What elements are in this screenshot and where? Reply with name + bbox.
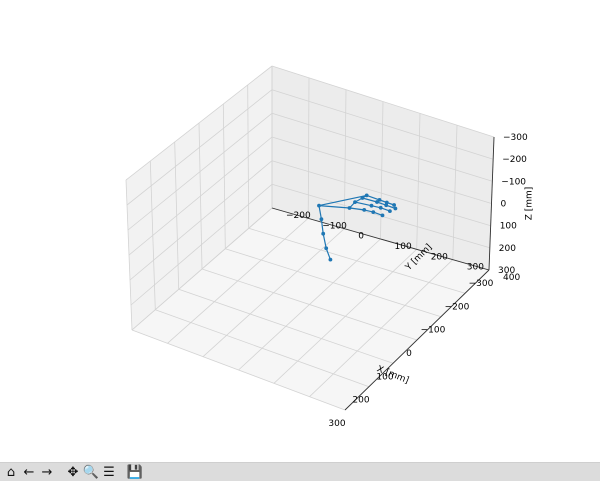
grid-line (271, 112, 493, 182)
home-icon[interactable]: ⌂ (6, 464, 16, 480)
joint-point (362, 208, 367, 212)
z-tick-label: 0 (501, 200, 507, 210)
bone-segment (318, 205, 350, 209)
y-tick-label: −100 (322, 221, 347, 231)
grid-line (271, 160, 491, 227)
bone-segment (318, 194, 367, 207)
y-tick-label: 100 (395, 242, 412, 252)
bone-segment (320, 219, 324, 234)
tick-labels: 300 200 100 0 −100 −200 −300 −200 −100 0 100 200 300… (286, 133, 528, 429)
x-axis-line (344, 269, 490, 411)
x-tick-label: 100 (376, 372, 393, 382)
grid-line (126, 89, 273, 206)
grid-line (271, 65, 495, 138)
x-axis-label: X [mm] (375, 364, 410, 386)
toolbar-separator (118, 464, 126, 481)
zoom-icon[interactable]: 🔍 (82, 464, 100, 480)
joint-point (321, 231, 326, 236)
back-icon[interactable]: ← (23, 464, 35, 480)
grid-line (273, 249, 417, 384)
joint-point (328, 257, 333, 262)
floor-pane (132, 208, 489, 410)
grid-line (271, 136, 492, 204)
joint-point (380, 213, 385, 218)
x-tick-label: −200 (445, 302, 470, 312)
x-tick-label: 0 (406, 349, 412, 359)
configure-subplots-icon[interactable]: ☰ (103, 464, 115, 480)
bone-segment (349, 207, 365, 211)
grid-line (125, 65, 273, 181)
save-icon[interactable]: 💾 (126, 464, 144, 480)
chart-3d-axes: 300 200 100 0 −100 −200 −300 −200 −100 0 100 200 300… (125, 65, 535, 429)
joint-point (360, 196, 365, 200)
grid-line (167, 218, 309, 344)
grid-line (128, 136, 273, 256)
bone-segment (322, 233, 327, 249)
y-axis-line (271, 207, 490, 271)
x-tick-label: −300 (469, 279, 494, 289)
forward-icon[interactable]: → (41, 464, 53, 480)
z-axis-line (488, 136, 495, 271)
joint-point (319, 217, 324, 222)
grid-line (127, 112, 273, 231)
side-pane (272, 66, 494, 270)
joint-point (388, 209, 392, 214)
y-tick-label: −200 (286, 211, 311, 221)
axis-lines (271, 136, 495, 411)
z-tick-label: −100 (501, 177, 526, 187)
y-tick-label: 200 (431, 252, 448, 262)
joint-point (369, 203, 374, 208)
bone-segment (318, 205, 322, 220)
bone-segment (362, 197, 378, 203)
grid-line (309, 259, 454, 397)
joint-point (317, 203, 321, 208)
grid-lines (125, 65, 495, 411)
y-tick-label: 0 (358, 232, 364, 242)
z-axis-label: Z [mm] (525, 187, 535, 221)
x-tick-label: 200 (352, 396, 369, 406)
joint-point (392, 203, 396, 207)
joint-point (324, 246, 329, 251)
hand-skeleton-series (317, 193, 398, 262)
pan-icon[interactable]: ✥ (67, 464, 79, 480)
y-tick-label: 400 (503, 273, 520, 283)
z-tick-label: 100 (500, 222, 517, 232)
axis-panes (126, 66, 494, 410)
bone-segment (354, 201, 372, 207)
z-tick-label: 200 (499, 244, 516, 254)
bone-segment (325, 248, 331, 260)
grid-line (130, 183, 273, 306)
toolbar-separator (56, 464, 64, 481)
grid-line (129, 160, 273, 281)
grid-line (131, 207, 273, 331)
z-tick-label: 300 (498, 266, 515, 276)
joint-point (393, 206, 398, 211)
bone-segment (366, 194, 380, 201)
joint-point (371, 210, 376, 215)
x-tick-label: −100 (421, 326, 446, 336)
grid-line (202, 228, 345, 357)
grid-line (238, 238, 381, 371)
z-tick-label: −200 (502, 155, 527, 165)
x-tick-label: 300 (328, 419, 345, 429)
joint-point (375, 200, 379, 204)
grid-line (271, 89, 494, 160)
joint-point (384, 200, 389, 205)
back-pane (126, 66, 272, 330)
joint-point (353, 200, 357, 205)
toolbar: ⌂ ← → ✥ 🔍 ☰ 💾 (0, 462, 600, 481)
joint-point (377, 198, 382, 202)
y-tick-label: 300 (467, 263, 484, 273)
z-tick-label: −300 (503, 133, 528, 143)
joint-point (378, 205, 383, 210)
joint-point (364, 193, 369, 198)
joint-point (347, 206, 352, 210)
